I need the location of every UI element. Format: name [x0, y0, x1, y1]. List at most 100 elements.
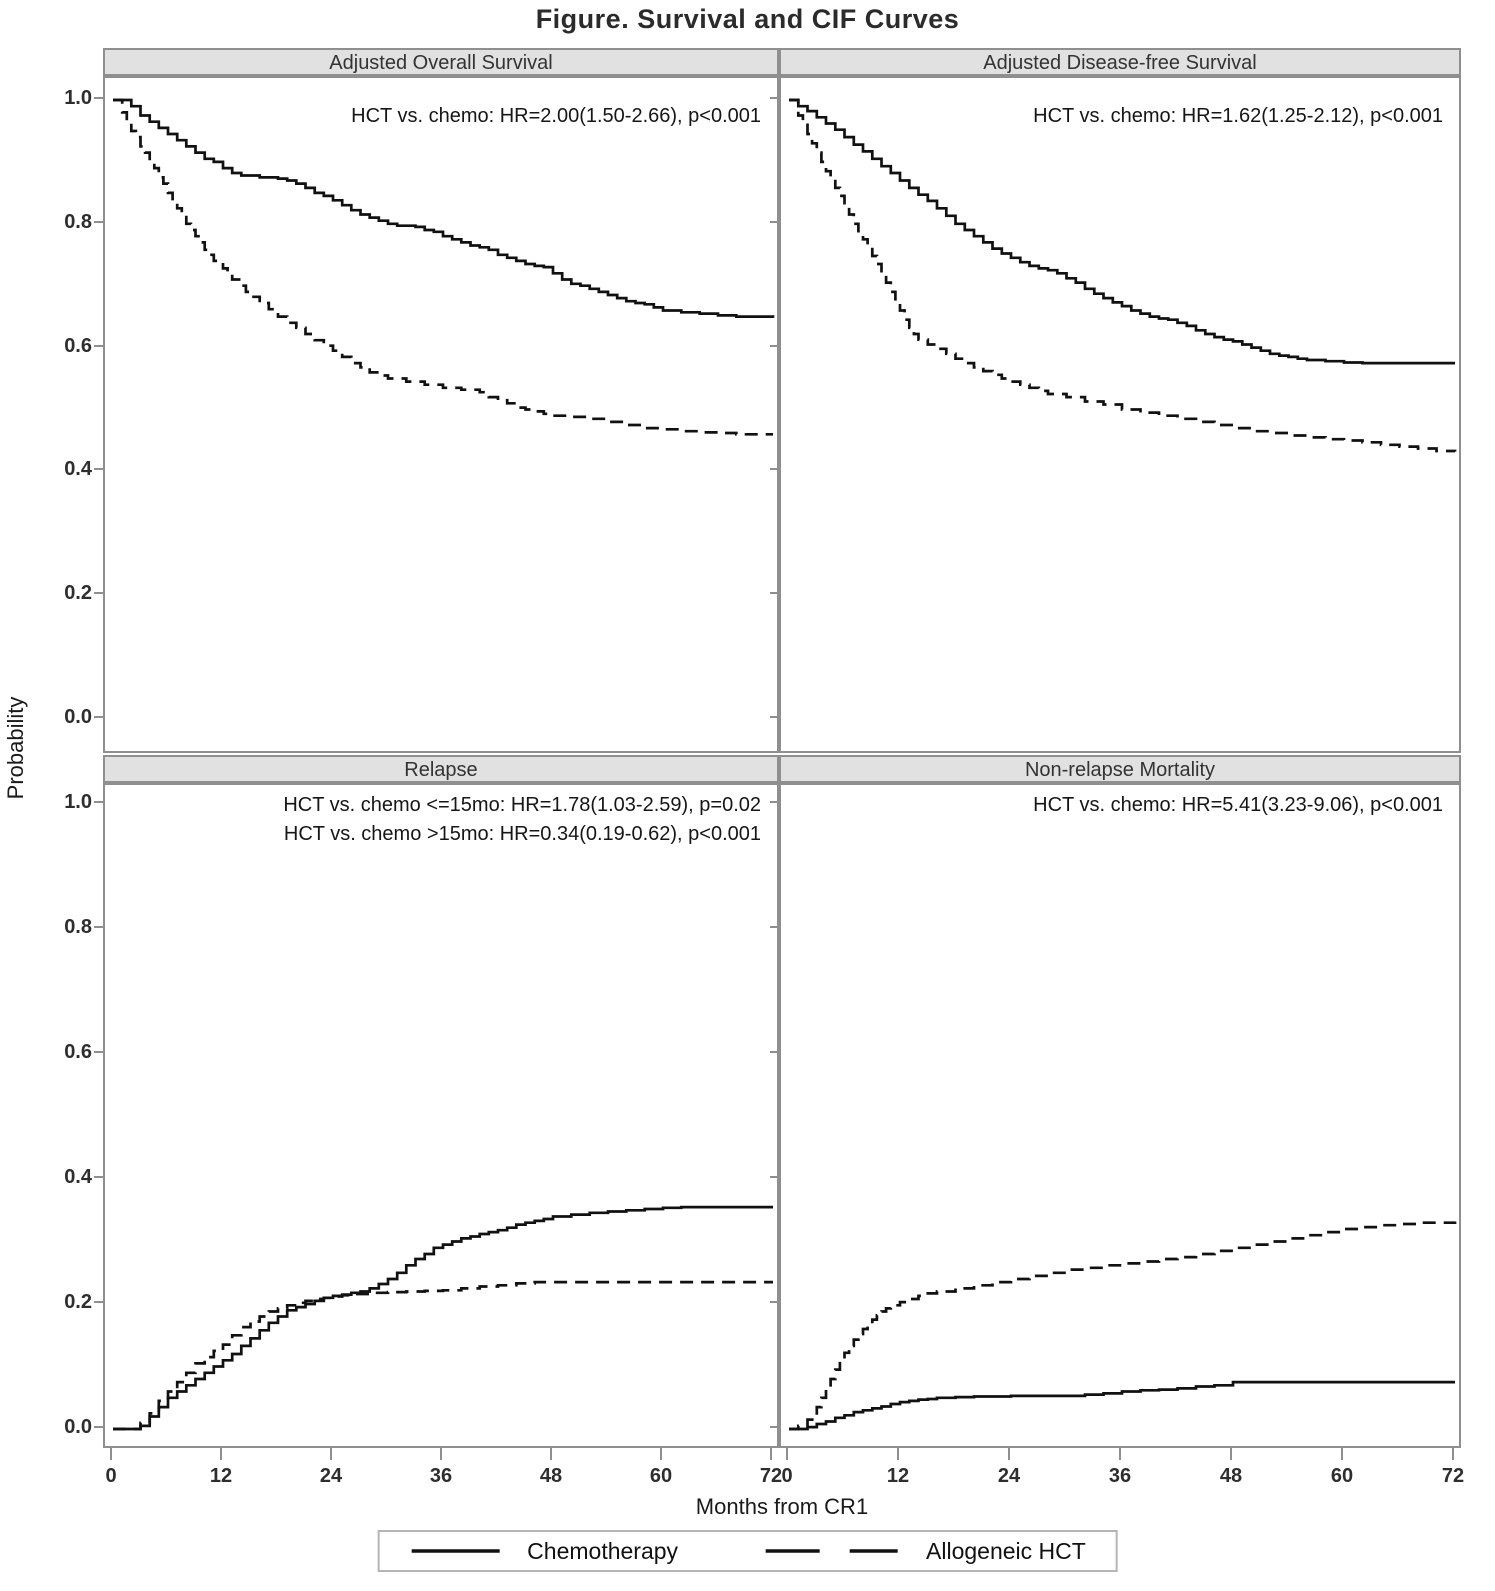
- hr-annotation-disease-free-survival: HCT vs. chemo: HR=1.62(1.25-2.12), p<0.0…: [1033, 102, 1443, 131]
- y-tick-label: 0.4: [64, 458, 92, 481]
- y-tick-label: 0.0: [64, 1416, 92, 1438]
- y-tick-mark: [94, 97, 103, 99]
- x-tick-label: 36: [429, 1465, 453, 1487]
- x-tick-label: 24: [319, 1465, 343, 1487]
- plot-disease-free-survival: HCT vs. chemo: HR=1.62(1.25-2.12), p<0.0…: [779, 76, 1461, 753]
- curve-allogeneic-hct: [789, 1221, 1457, 1431]
- x-tick-label: 0: [781, 1465, 793, 1487]
- x-tick-label: 48: [1219, 1465, 1243, 1487]
- y-tick-mark: [770, 468, 779, 471]
- panel-title: Adjusted Disease-free Survival: [983, 52, 1257, 74]
- y-tick-mark: [770, 801, 779, 803]
- x-tick-label: 12: [209, 1465, 233, 1487]
- y-tick-mark: [94, 926, 103, 928]
- x-tick-mark: [110, 1448, 112, 1460]
- y-tick-mark: [94, 1176, 103, 1178]
- curve-chemotherapy: [113, 98, 775, 318]
- y-tick-label: 0.2: [64, 582, 92, 605]
- hr-annotation-line: HCT vs. chemo: HR=1.62(1.25-2.12), p<0.0…: [1033, 105, 1443, 127]
- y-tick-label: 1.0: [64, 791, 92, 813]
- panel-title: Relapse: [404, 759, 478, 781]
- y-tick-label: 0.8: [64, 916, 92, 938]
- x-tick-mark: [897, 1448, 899, 1460]
- x-tick-label: 0: [105, 1465, 117, 1487]
- cif-curves-svg: [113, 1205, 773, 1431]
- curve-chemotherapy: [789, 1380, 1455, 1431]
- curve-allogeneic-hct: [113, 98, 773, 436]
- x-tick-mark: [440, 1448, 442, 1460]
- x-tick-mark: [770, 1448, 772, 1460]
- x-tick-label: 60: [649, 1465, 673, 1487]
- y-tick-mark: [94, 220, 103, 223]
- hr-annotation-line: HCT vs. chemo >15mo: HR=0.34(0.19-0.62),…: [283, 823, 761, 845]
- plot-relapse: HCT vs. chemo <=15mo: HR=1.78(1.03-2.59)…: [103, 783, 779, 1448]
- panel-header-relapse: Relapse: [103, 755, 779, 783]
- cif-curves-svg: [789, 1221, 1457, 1431]
- y-tick-mark: [94, 1051, 103, 1053]
- x-tick-label: 60: [1330, 1465, 1354, 1487]
- y-tick-label: 0.2: [64, 1291, 92, 1313]
- curve-chemotherapy: [113, 1205, 773, 1431]
- y-tick-label: 0.0: [64, 706, 92, 728]
- panel-header-overall-survival: Adjusted Overall Survival: [103, 48, 779, 76]
- legend: Chemotherapy Allogeneic HCT: [377, 1530, 1118, 1572]
- x-tick-mark: [1452, 1448, 1454, 1460]
- x-tick-mark: [786, 1448, 788, 1460]
- curve-chemotherapy: [789, 98, 1455, 365]
- hr-annotation-line: HCT vs. chemo: HR=5.41(3.23-9.06), p<0.0…: [1033, 794, 1443, 816]
- y-tick-mark: [770, 1426, 779, 1428]
- y-tick-mark: [94, 468, 103, 471]
- y-tick-label: 0.8: [64, 210, 92, 233]
- x-tick-mark: [1230, 1448, 1232, 1460]
- x-tick-label: 24: [997, 1465, 1021, 1487]
- legend-label-chemotherapy: Chemotherapy: [527, 1537, 679, 1564]
- x-tick-label: 48: [539, 1465, 563, 1487]
- panel-title: Adjusted Overall Survival: [329, 52, 553, 74]
- y-tick-mark: [770, 1176, 779, 1178]
- hr-annotation-overall-survival: HCT vs. chemo: HR=2.00(1.50-2.66), p<0.0…: [351, 102, 761, 131]
- y-tick-mark: [94, 1301, 103, 1303]
- x-tick-mark: [660, 1448, 662, 1460]
- figure-title: Figure. Survival and CIF Curves: [535, 4, 960, 34]
- x-tick-label: 72: [759, 1465, 783, 1487]
- dashed-line-sample: [766, 1549, 899, 1553]
- hr-annotation-line: HCT vs. chemo <=15mo: HR=1.78(1.03-2.59)…: [283, 794, 761, 816]
- x-tick-mark: [1341, 1448, 1343, 1460]
- x-tick-label: 72: [1441, 1465, 1465, 1487]
- hr-annotation-line: HCT vs. chemo: HR=2.00(1.50-2.66), p<0.0…: [351, 105, 761, 127]
- curve-allogeneic-hct: [789, 98, 1457, 453]
- y-tick-mark: [770, 220, 779, 223]
- plot-overall-survival: HCT vs. chemo: HR=2.00(1.50-2.66), p<0.0…: [103, 76, 779, 753]
- y-tick-mark: [770, 344, 779, 347]
- x-axis-label: Months from CR1: [695, 1494, 869, 1519]
- y-tick-mark: [770, 97, 779, 99]
- y-tick-mark: [770, 592, 779, 595]
- y-tick-label: 0.6: [64, 334, 92, 357]
- hr-annotation-non-relapse-mortality: HCT vs. chemo: HR=5.41(3.23-9.06), p<0.0…: [1033, 791, 1443, 820]
- y-tick-mark: [770, 1051, 779, 1053]
- x-tick-mark: [550, 1448, 552, 1460]
- y-tick-mark: [770, 716, 779, 718]
- x-tick-label: 36: [1108, 1465, 1132, 1487]
- y-tick-mark: [94, 801, 103, 803]
- panel-header-disease-free-survival: Adjusted Disease-free Survival: [779, 48, 1461, 76]
- legend-label-allogeneic-hct: Allogeneic HCT: [926, 1537, 1086, 1564]
- y-tick-label: 0.4: [64, 1166, 92, 1188]
- x-tick-label: 12: [886, 1465, 910, 1487]
- x-tick-mark: [330, 1448, 332, 1460]
- y-tick-mark: [94, 716, 103, 718]
- y-tick-label: 1.0: [64, 87, 92, 109]
- x-tick-mark: [1119, 1448, 1121, 1460]
- y-tick-mark: [94, 592, 103, 595]
- panel-title: Non-relapse Mortality: [1024, 759, 1216, 781]
- y-tick-mark: [94, 344, 103, 347]
- y-tick-label: 0.6: [64, 1041, 92, 1063]
- y-tick-mark: [770, 926, 779, 928]
- plot-non-relapse-mortality: HCT vs. chemo: HR=5.41(3.23-9.06), p<0.0…: [779, 783, 1461, 1448]
- hr-annotation-relapse: HCT vs. chemo <=15mo: HR=1.78(1.03-2.59)…: [283, 791, 761, 849]
- curve-allogeneic-hct: [113, 1280, 773, 1431]
- y-tick-mark: [770, 1301, 779, 1303]
- survival-curves-svg: [113, 98, 775, 436]
- survival-curves-svg: [789, 98, 1457, 453]
- panel-header-non-relapse-mortality: Non-relapse Mortality: [779, 755, 1461, 783]
